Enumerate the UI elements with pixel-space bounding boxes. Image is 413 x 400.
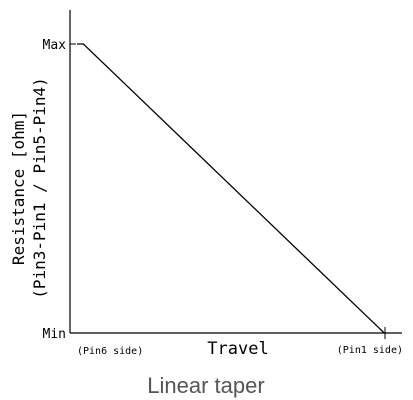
y-axis-label-line2: (Pin3-Pin1 / Pin5-Pin4) — [30, 77, 49, 299]
x-tick-label-start: (Pin6 side) — [77, 346, 143, 357]
y-tick-label-min: Min — [43, 327, 66, 342]
y-tick-label-max: Max — [43, 38, 67, 53]
y-axis-label-line1: Resistance [ohm] — [9, 111, 28, 265]
series-line-resistance — [77, 43, 385, 334]
chart-caption: Linear taper — [147, 373, 264, 398]
x-tick-label-end: (Pin1 side) — [337, 345, 403, 356]
x-axis-label: Travel — [207, 339, 268, 359]
